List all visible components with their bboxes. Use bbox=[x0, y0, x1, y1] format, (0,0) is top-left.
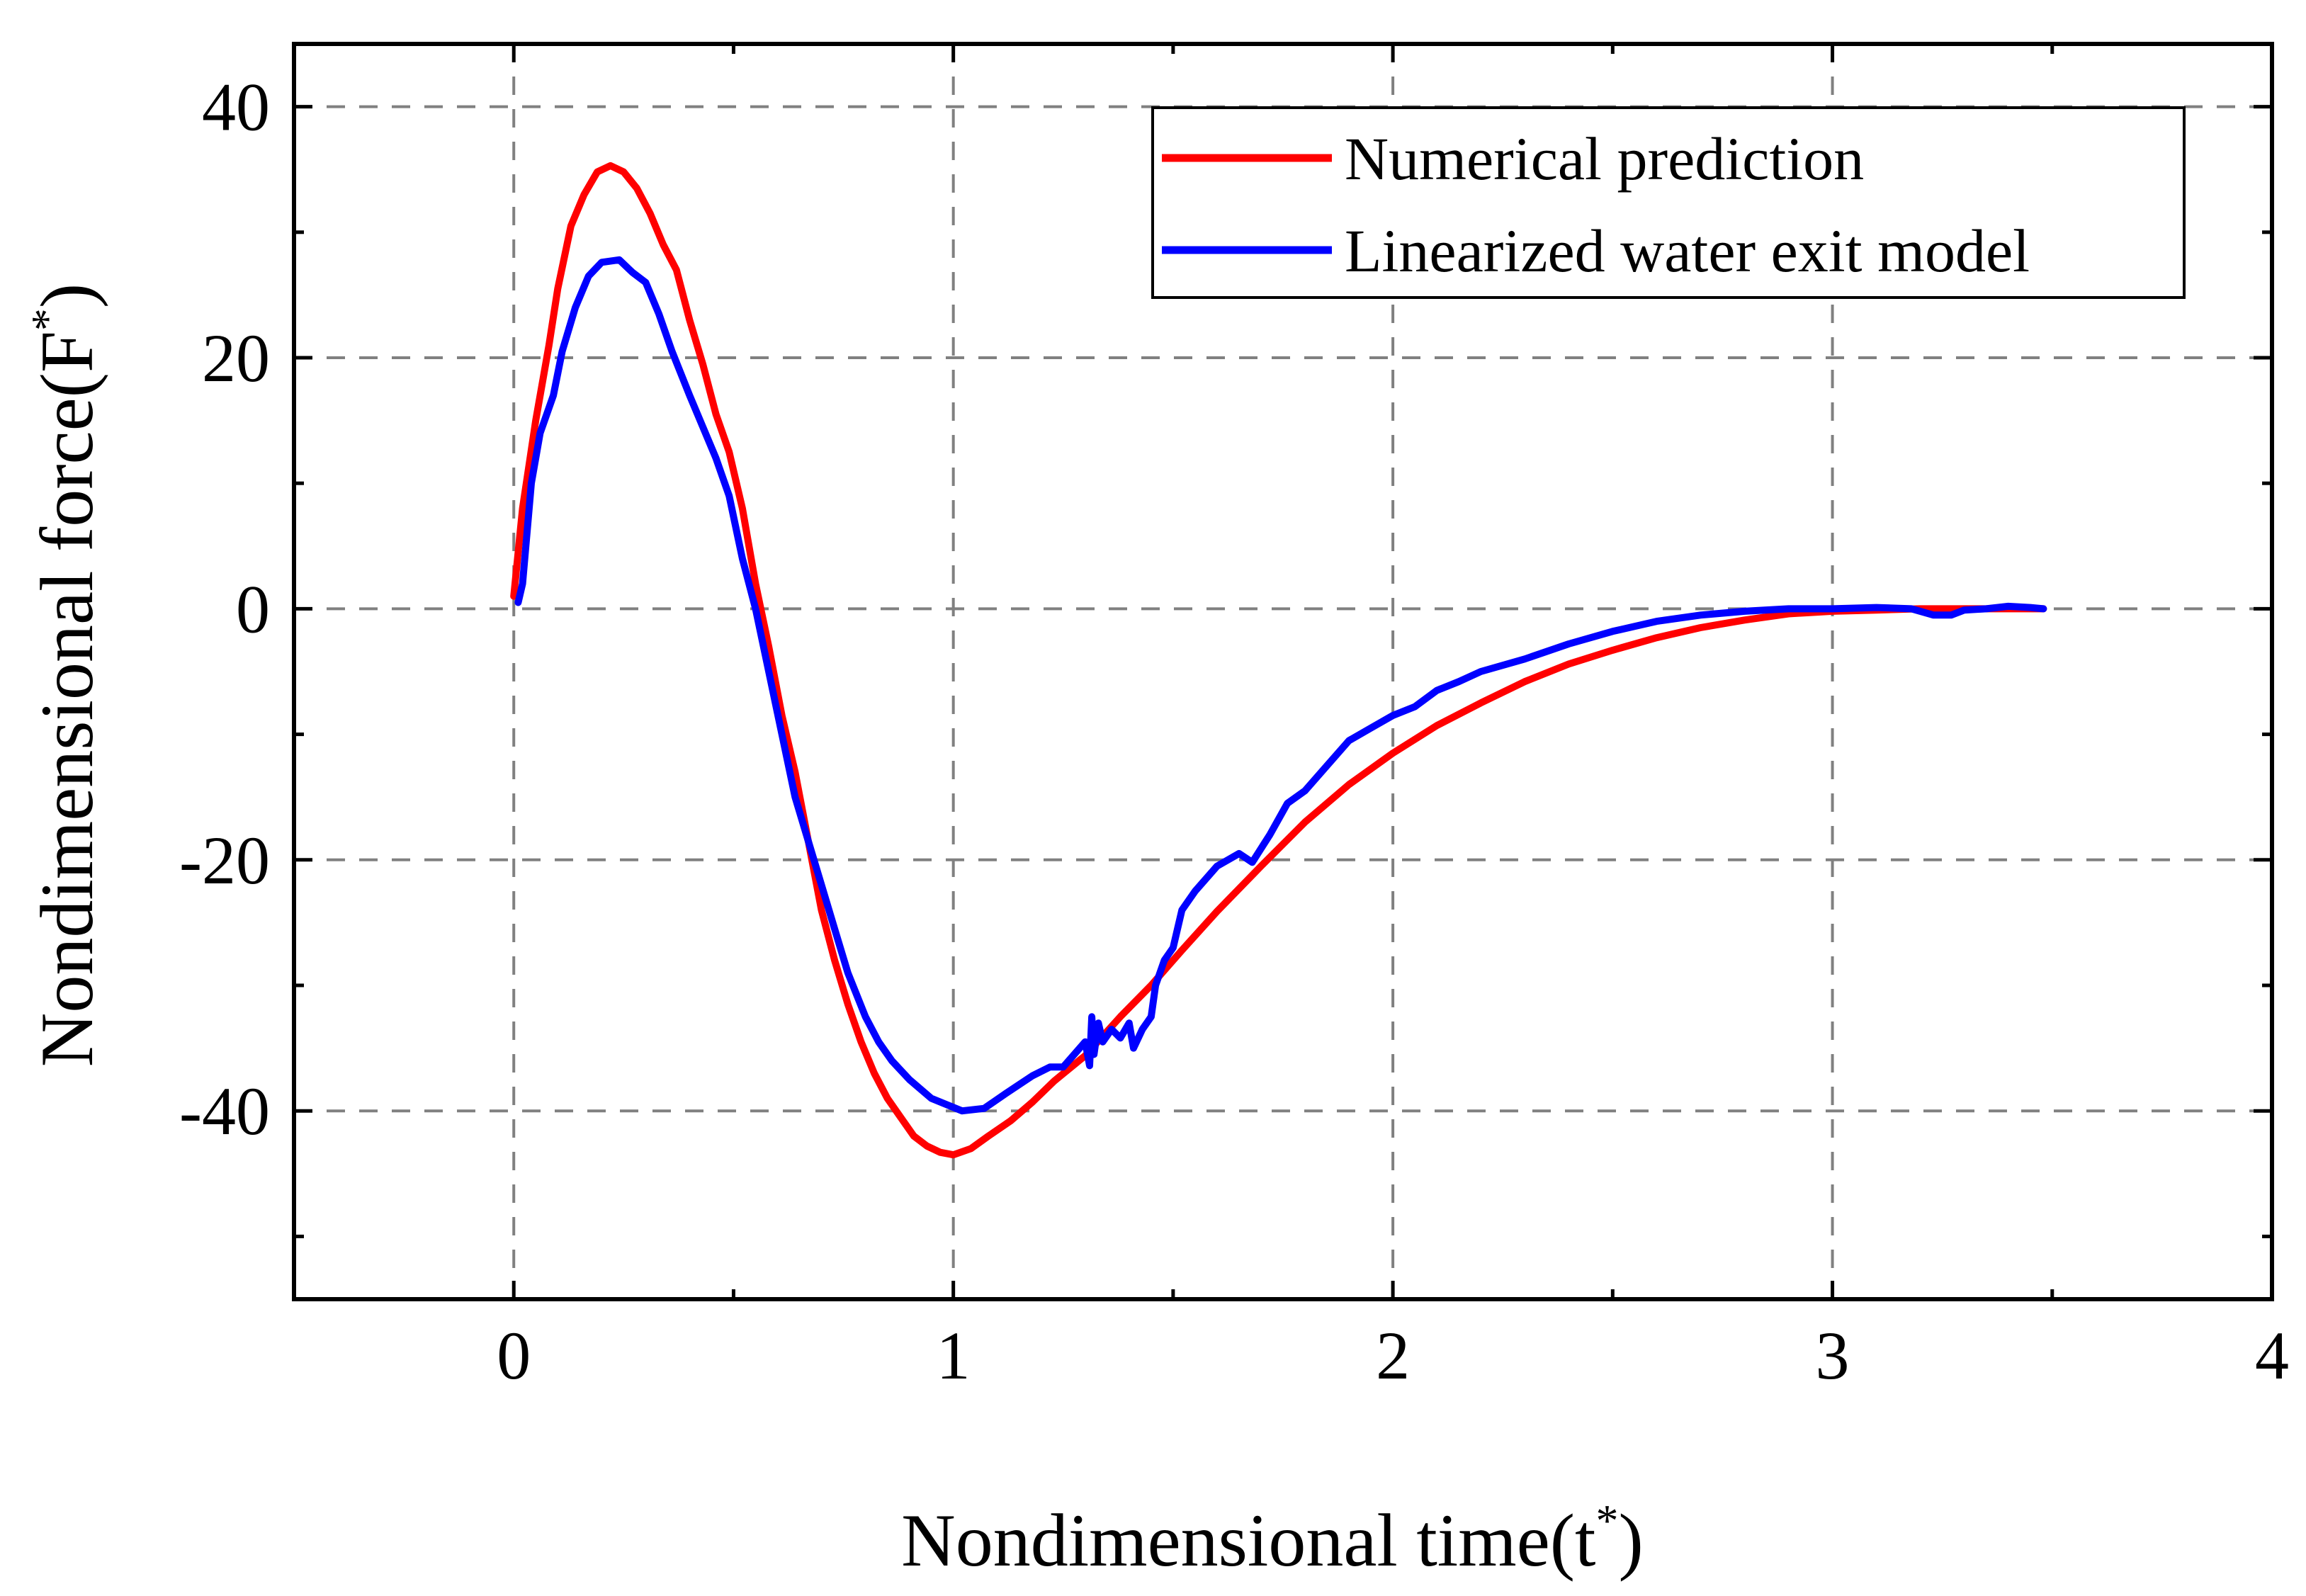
series-line-1 bbox=[514, 256, 2047, 1115]
x-tick-label: 1 bbox=[937, 1318, 971, 1393]
x-axis-title: Nondimensional time(t*) bbox=[901, 1495, 1644, 1582]
y-tick-label: 20 bbox=[202, 320, 270, 396]
y-tick-label: 0 bbox=[236, 571, 270, 647]
x-tick-label: 3 bbox=[1816, 1318, 1850, 1393]
x-tick-label: 4 bbox=[2255, 1318, 2289, 1393]
x-tick-label: 0 bbox=[497, 1318, 531, 1393]
legend-label-numerical-prediction: Numerical prediction bbox=[1345, 125, 1864, 193]
y-tick-label: 40 bbox=[202, 69, 270, 145]
y-axis-title: Nondimensional force(F*) bbox=[22, 283, 108, 1067]
y-tick-label: -40 bbox=[179, 1073, 270, 1149]
legend-label-linearized-water-exit-model: Linearized water exit model bbox=[1345, 217, 2030, 285]
legend-box bbox=[1151, 106, 2186, 299]
tick-labels: 0 1 2 3 4 -40 -20 0 20 40 bbox=[179, 69, 2289, 1393]
series-line-0 bbox=[510, 162, 2047, 1159]
major-ticks bbox=[294, 44, 2274, 1299]
series-lines bbox=[510, 162, 2047, 1159]
legend: Numerical prediction Linearized water ex… bbox=[1151, 106, 2186, 299]
x-tick-label: 2 bbox=[1376, 1318, 1410, 1393]
plot-frame bbox=[292, 42, 2274, 1301]
y-tick-label: -20 bbox=[179, 822, 270, 898]
